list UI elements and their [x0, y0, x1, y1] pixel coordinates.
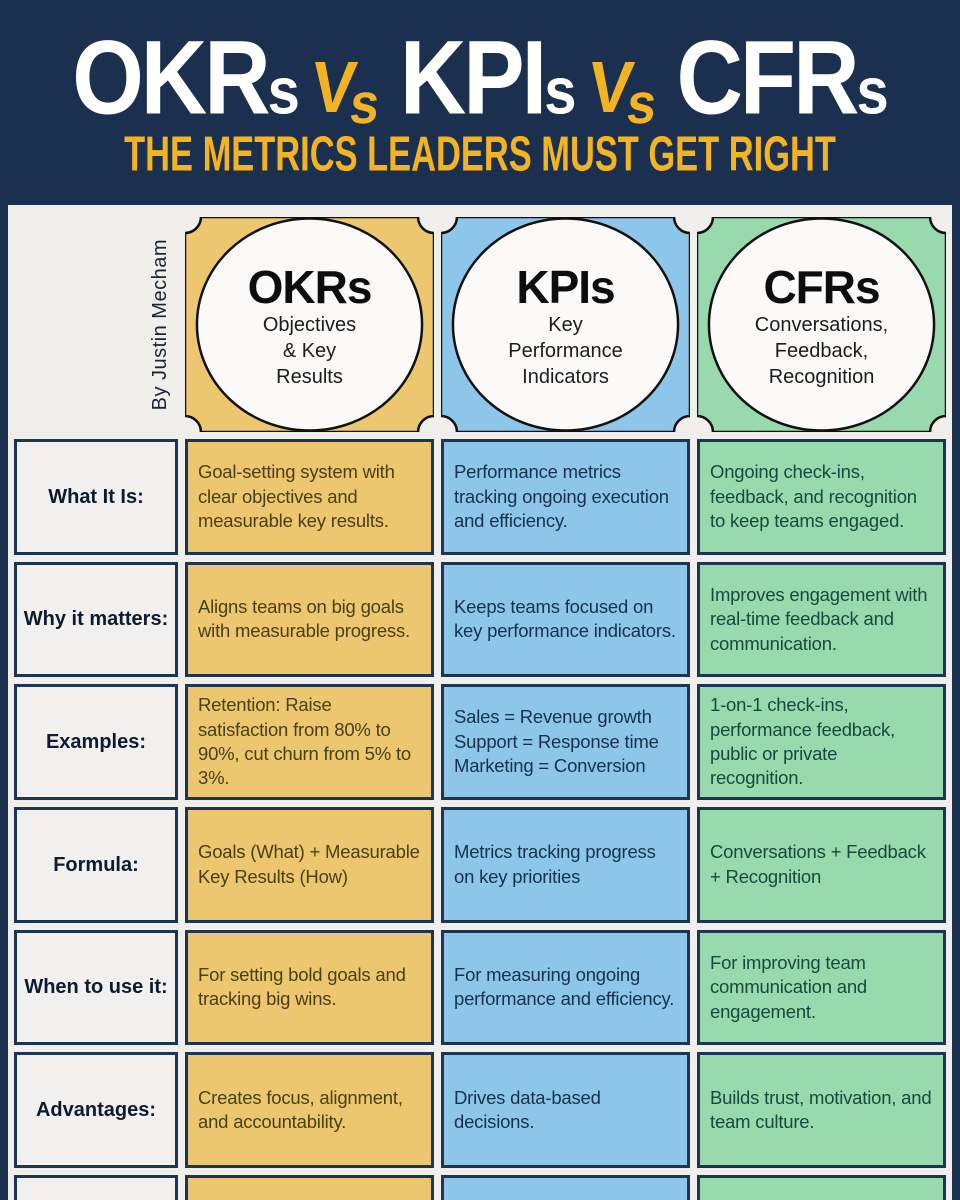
row-label-formula: Formula: [14, 806, 178, 923]
kpis-disadvantages: Can turn into vanity metrics if misused. [441, 1174, 690, 1200]
kpis-advantages: Drives data-based decisions. [441, 1052, 690, 1168]
kpis-card-shape-icon [441, 217, 690, 432]
cfrs-card-text: CFRs Conversations, Feedback, Recognitio… [697, 217, 946, 432]
row-label-examples: Examples: [14, 684, 178, 800]
kpis-when-to-use-it: For measuring ongoing performance and ef… [441, 929, 690, 1046]
main-title: OKRs Vs KPIs Vs CFRs [72, 25, 889, 136]
okrs-when-to-use-it: For setting bold goals and tracking big … [185, 929, 434, 1046]
table-row: Formula: Goals (What) + Measurable Key R… [14, 806, 946, 923]
okrs-card-name: OKRs [247, 260, 373, 313]
cfrs-disadvantages: Requires ongoing leadership commitment. [697, 1174, 946, 1200]
row-label-what-it-is: What It Is: [14, 439, 178, 555]
okrs-disadvantages: Can be too aggressive if not monitored. [185, 1174, 434, 1200]
kpis-why-it-matters: Keeps teams focused on key performance i… [441, 561, 690, 678]
row-label-when-to-use-it: When to use it: [14, 929, 178, 1046]
subtitle-wrap: THE METRICS LEADERS MUST GET RIGHT [46, 125, 914, 180]
byline-text: By Justin Mecham [149, 238, 171, 411]
table-row: Examples: Retention: Raise satisfaction … [14, 684, 946, 800]
table-row: Advantages: Creates focus, alignment, an… [14, 1052, 946, 1168]
comparison-rows: What It Is: Goal-setting system with cle… [14, 439, 946, 1200]
kpis-card-name: KPIs [516, 260, 615, 313]
cfrs-card-name: CFRs [763, 260, 880, 313]
cfrs-card-shape-icon [697, 217, 946, 432]
okrs-advantages: Creates focus, alignment, and accountabi… [185, 1052, 434, 1168]
kpis-card-subtitle: Key Performance Indicators [508, 313, 623, 388]
title-block: OKRs Vs KPIs Vs CFRs THE METRICS LEADERS… [0, 0, 960, 205]
row-label-advantages: Advantages: [14, 1052, 178, 1168]
kpis-card-text: KPIs Key Performance Indicators [441, 217, 690, 432]
title-kpis-main: KPI [399, 19, 547, 136]
row-label-disadvantages: Disadvantages: [14, 1174, 178, 1200]
title-term-okrs: OKRs [72, 25, 300, 130]
cfrs-formula: Conversations + Feedback + Recognition [697, 806, 946, 923]
row-label-why-it-matters: Why it matters: [14, 561, 178, 678]
table-row: Why it matters: Aligns teams on big goal… [14, 561, 946, 678]
okrs-why-it-matters: Aligns teams on big goals with measurabl… [185, 561, 434, 678]
comparison-sheet: By Justin Mecham OKRs Objectives & Key R… [8, 205, 952, 1200]
title-kpis-s: s [544, 53, 576, 128]
cfrs-why-it-matters: Improves engagement with real-time feedb… [697, 561, 946, 678]
cfrs-examples: 1-on-1 check-ins, performance feedback, … [697, 684, 946, 800]
okrs-card-text: OKRs Objectives & Key Results [185, 217, 434, 432]
okrs-what-it-is: Goal-setting system with clear objective… [185, 439, 434, 555]
table-row: When to use it: For setting bold goals a… [14, 929, 946, 1046]
kpis-examples: Sales = Revenue growth Support = Respons… [441, 684, 690, 800]
title-okrs-main: OKR [72, 19, 270, 136]
byline-cell: By Justin Mecham [14, 217, 178, 432]
table-row: Disadvantages: Can be too aggressive if … [14, 1174, 946, 1200]
cfrs-card-subtitle: Conversations, Feedback, Recognition [754, 313, 889, 388]
card-kpis: KPIs Key Performance Indicators [441, 217, 690, 432]
title-okrs-s: s [267, 53, 300, 128]
card-cfrs: CFRs Conversations, Feedback, Recognitio… [697, 217, 946, 432]
title-cfrs-main: CFR [676, 19, 859, 136]
title-cfrs-s: s [856, 53, 889, 128]
table-row: What It Is: Goal-setting system with cle… [14, 439, 946, 555]
header-row: By Justin Mecham OKRs Objectives & Key R… [14, 217, 946, 432]
kpis-what-it-is: Performance metrics tracking ongoing exe… [441, 439, 690, 555]
kpis-formula: Metrics tracking progress on key priorit… [441, 806, 690, 923]
cfrs-what-it-is: Ongoing check-ins, feedback, and recogni… [697, 439, 946, 555]
okrs-card-shape-icon [185, 217, 434, 432]
page-subtitle: THE METRICS LEADERS MUST GET RIGHT [124, 125, 836, 181]
title-term-kpis: KPIs [400, 25, 577, 130]
vs-badge-1: Vs [308, 46, 389, 136]
cfrs-advantages: Builds trust, motivation, and team cultu… [697, 1052, 946, 1168]
okrs-examples: Retention: Raise satisfaction from 80% t… [185, 684, 434, 800]
title-term-cfrs: CFRs [676, 25, 889, 130]
card-okrs: OKRs Objectives & Key Results [185, 217, 434, 432]
cfrs-when-to-use-it: For improving team communication and eng… [697, 929, 946, 1046]
vs-badge-2: Vs [584, 46, 666, 136]
okrs-formula: Goals (What) + Measurable Key Results (H… [185, 806, 434, 923]
okrs-card-subtitle: Objectives & Key Results [262, 313, 357, 388]
